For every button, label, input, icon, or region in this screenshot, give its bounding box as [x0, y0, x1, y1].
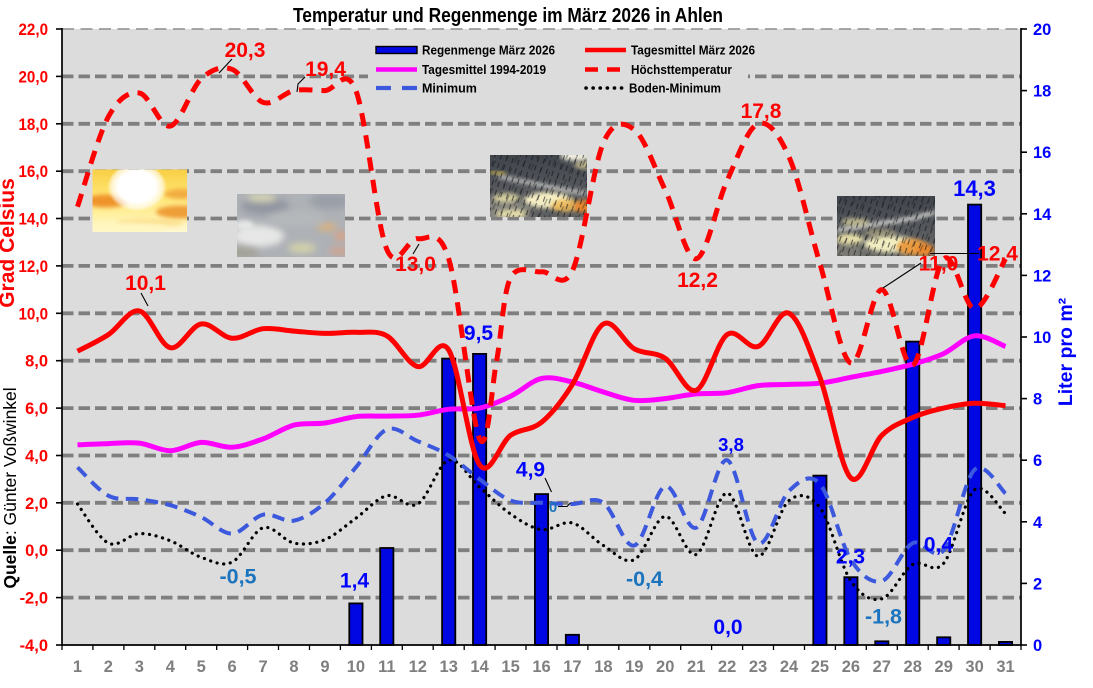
svg-text:Tagesmittel März 2026: Tagesmittel März 2026	[631, 44, 755, 58]
svg-text:2: 2	[1033, 575, 1042, 593]
svg-text:Tagesmittel 1994-2019: Tagesmittel 1994-2019	[422, 63, 546, 77]
svg-text:16: 16	[1033, 144, 1051, 162]
svg-text:25: 25	[811, 658, 829, 676]
svg-text:18: 18	[594, 658, 612, 676]
svg-text:Grad Celsius: Grad Celsius	[0, 178, 19, 308]
svg-text:10: 10	[1033, 329, 1051, 347]
svg-text:13,0: 13,0	[395, 253, 436, 276]
svg-text:6,0: 6,0	[25, 400, 48, 418]
svg-text:Regenmenge März 2026: Regenmenge März 2026	[422, 44, 555, 58]
svg-text:18: 18	[1033, 83, 1051, 101]
svg-text:20: 20	[1033, 21, 1051, 39]
svg-text:0,4: 0,4	[924, 534, 954, 557]
svg-text:12,4: 12,4	[977, 243, 1018, 266]
svg-text:6: 6	[228, 658, 237, 676]
svg-text:20: 20	[656, 658, 674, 676]
svg-text:2: 2	[104, 658, 113, 676]
svg-text:26: 26	[842, 658, 860, 676]
svg-text:3: 3	[135, 658, 144, 676]
svg-text:0,0: 0,0	[713, 616, 742, 639]
svg-text:19: 19	[625, 658, 643, 676]
svg-text:9,5: 9,5	[464, 322, 494, 345]
svg-text:14,0: 14,0	[19, 211, 49, 229]
svg-text:4: 4	[1033, 514, 1043, 532]
svg-text:18,0: 18,0	[19, 116, 49, 134]
svg-text:12: 12	[1033, 267, 1051, 285]
svg-text:-0,5: -0,5	[219, 565, 256, 589]
svg-text:4: 4	[166, 658, 176, 676]
svg-text:27: 27	[873, 658, 891, 676]
svg-text:29: 29	[935, 658, 953, 676]
svg-text:17,8: 17,8	[741, 100, 782, 123]
svg-text:0,0: 0,0	[25, 542, 48, 560]
svg-text:-1,8: -1,8	[865, 605, 902, 629]
svg-text:9: 9	[320, 658, 329, 676]
svg-text:21: 21	[687, 658, 705, 676]
svg-text:1: 1	[73, 658, 82, 676]
svg-text:24: 24	[780, 658, 799, 676]
svg-text:2,3: 2,3	[836, 546, 865, 569]
svg-text:5: 5	[197, 658, 206, 676]
svg-text:20,0: 20,0	[19, 68, 49, 86]
svg-text:Boden-Minimum: Boden-Minimum	[629, 82, 721, 96]
svg-text:Minimum: Minimum	[422, 82, 477, 96]
svg-text:8: 8	[289, 658, 298, 676]
svg-text:28: 28	[904, 658, 922, 676]
svg-text:3,8: 3,8	[718, 434, 744, 455]
svg-text:17: 17	[563, 658, 581, 676]
svg-text:8: 8	[1033, 391, 1042, 409]
svg-text:14,3: 14,3	[953, 176, 996, 201]
svg-text:-0,4: -0,4	[626, 567, 663, 591]
svg-text:7: 7	[259, 658, 268, 676]
svg-text:-4,0: -4,0	[20, 637, 48, 655]
svg-text:10,1: 10,1	[125, 272, 166, 295]
svg-text:Temperatur und Regenmenge im M: Temperatur und Regenmenge im März 2026 i…	[293, 5, 723, 27]
svg-text:11,0: 11,0	[919, 253, 959, 276]
svg-text:12,2: 12,2	[677, 269, 718, 292]
svg-text:10,0: 10,0	[19, 305, 49, 323]
svg-text:Höchsttemperatur: Höchsttemperatur	[631, 63, 732, 77]
svg-text:14: 14	[1033, 206, 1052, 224]
svg-text:13: 13	[440, 658, 458, 676]
svg-text:2,0: 2,0	[25, 495, 48, 513]
svg-text:30: 30	[965, 658, 983, 676]
svg-text:0: 0	[1033, 637, 1042, 655]
svg-text:19,4: 19,4	[305, 58, 346, 81]
svg-text:6: 6	[1033, 452, 1042, 470]
svg-text:22,0: 22,0	[19, 21, 49, 39]
svg-text:22: 22	[718, 658, 736, 676]
svg-text:Quelle: Günter Voßwinkel: Quelle: Günter Voßwinkel	[0, 387, 20, 588]
svg-text:4,9: 4,9	[516, 459, 545, 482]
svg-text:23: 23	[749, 658, 767, 676]
svg-text:14: 14	[470, 658, 489, 676]
svg-text:12: 12	[409, 658, 427, 676]
svg-text:16,0: 16,0	[19, 163, 49, 181]
svg-text:1,4: 1,4	[340, 570, 370, 593]
svg-text:15: 15	[501, 658, 519, 676]
svg-text:12,0: 12,0	[19, 258, 49, 276]
svg-text:0: 0	[549, 499, 557, 516]
svg-text:11: 11	[378, 658, 395, 676]
svg-text:8,0: 8,0	[25, 353, 48, 371]
svg-text:4,0: 4,0	[25, 448, 48, 466]
svg-text:31: 31	[996, 658, 1014, 676]
svg-text:-2,0: -2,0	[20, 590, 48, 608]
svg-text:10: 10	[347, 658, 365, 676]
svg-text:Liter pro m²: Liter pro m²	[1055, 297, 1077, 406]
svg-text:20,3: 20,3	[225, 39, 266, 62]
svg-text:16: 16	[532, 658, 550, 676]
